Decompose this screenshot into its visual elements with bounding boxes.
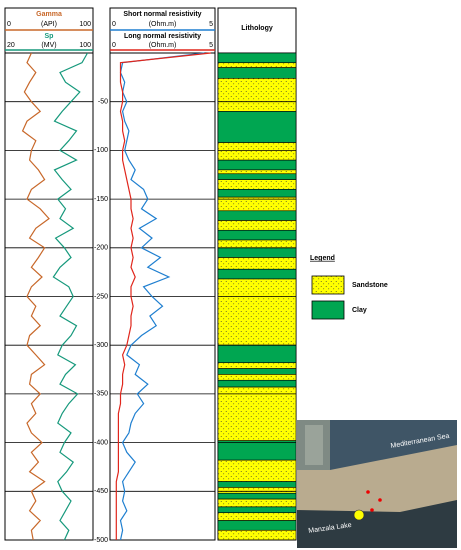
curve-name: Sp <box>45 33 54 40</box>
y-tick-label: -400 <box>94 439 108 446</box>
lithology-layer <box>217 362 297 369</box>
lithology-layer <box>217 239 297 249</box>
y-tick-label: -250 <box>94 293 108 300</box>
y-tick-label: -500 <box>94 537 108 544</box>
axis-max: 5 <box>209 42 213 49</box>
map-well <box>378 498 382 502</box>
lithology-layer <box>217 247 297 258</box>
lithology-layer <box>217 179 297 190</box>
y-tick-label: -150 <box>94 196 108 203</box>
y-tick-label: -350 <box>94 391 108 398</box>
legend-swatch <box>311 300 345 320</box>
map-well <box>366 490 370 494</box>
curve-name: Short normal resistivity <box>123 11 201 18</box>
axis-unit: (MV) <box>41 42 56 49</box>
y-tick-label: -100 <box>94 147 108 154</box>
lithology-layer <box>217 386 297 441</box>
axis-min: 0 <box>112 21 116 28</box>
map-site <box>353 509 365 521</box>
lithology-layer <box>217 62 297 68</box>
lithology-layer <box>217 173 297 180</box>
lithology-layer <box>217 506 297 514</box>
axis-unit: (API) <box>41 21 57 28</box>
axis-max: 5 <box>209 21 213 28</box>
lithology-layer <box>217 229 297 241</box>
track-frame <box>4 7 94 541</box>
lithology-layer <box>217 498 297 508</box>
log-curve <box>21 52 50 541</box>
lithology-layer <box>217 159 297 171</box>
lithology-layer <box>217 111 297 143</box>
lithology-title: Lithology <box>241 25 273 32</box>
legend-label: Sandstone <box>352 282 388 289</box>
axis-unit: (Ohm.m) <box>149 42 177 49</box>
axis-min: 0 <box>7 21 11 28</box>
lithology-layer <box>217 169 297 175</box>
lithology-layer <box>217 379 297 388</box>
log-curve <box>115 52 211 540</box>
lithology-layer <box>217 481 297 488</box>
lithology-layer <box>217 189 297 198</box>
lithology-layer <box>217 78 297 112</box>
map-inset: Mediterranean Sea Manzala Lake <box>297 420 457 548</box>
lithology-layer <box>217 210 297 221</box>
axis-max: 100 <box>79 42 91 49</box>
lithology-layer <box>217 487 297 494</box>
axis-unit: (Ohm.m) <box>149 21 177 28</box>
legend-swatch <box>311 275 345 295</box>
lithology-layer <box>217 344 297 364</box>
lithology-layer <box>217 52 297 64</box>
legend-label: Clay <box>352 307 367 314</box>
lithology-layer <box>217 142 297 161</box>
map-lake <box>297 500 457 548</box>
lithology-layer <box>217 520 297 531</box>
lithology-layer <box>217 67 297 79</box>
lithology-layer <box>217 257 297 270</box>
y-tick-label: -50 <box>98 99 108 106</box>
map-well <box>370 508 374 512</box>
log-curve <box>119 52 205 541</box>
lithology-layer <box>217 278 297 346</box>
lithology-layer <box>217 492 297 500</box>
axis-max: 100 <box>79 21 91 28</box>
log-curve <box>52 52 89 541</box>
curve-name: Long normal resistivity <box>124 33 201 40</box>
lithology-layer <box>217 268 297 280</box>
y-tick-label: -200 <box>94 245 108 252</box>
y-tick-label: -450 <box>94 488 108 495</box>
map-land <box>305 425 323 465</box>
lithology-layer <box>217 374 297 381</box>
axis-min: 0 <box>112 42 116 49</box>
legend-title: Legend <box>310 255 335 262</box>
lithology-layer <box>217 529 297 541</box>
lithology-layer <box>217 368 297 375</box>
y-tick-label: -300 <box>94 342 108 349</box>
lithology-layer <box>217 459 297 482</box>
curve-name: Gamma <box>36 11 62 18</box>
lithology-layer <box>217 440 297 461</box>
lithology-layer <box>217 512 297 521</box>
lithology-layer <box>217 220 297 231</box>
axis-min: 20 <box>7 42 15 49</box>
